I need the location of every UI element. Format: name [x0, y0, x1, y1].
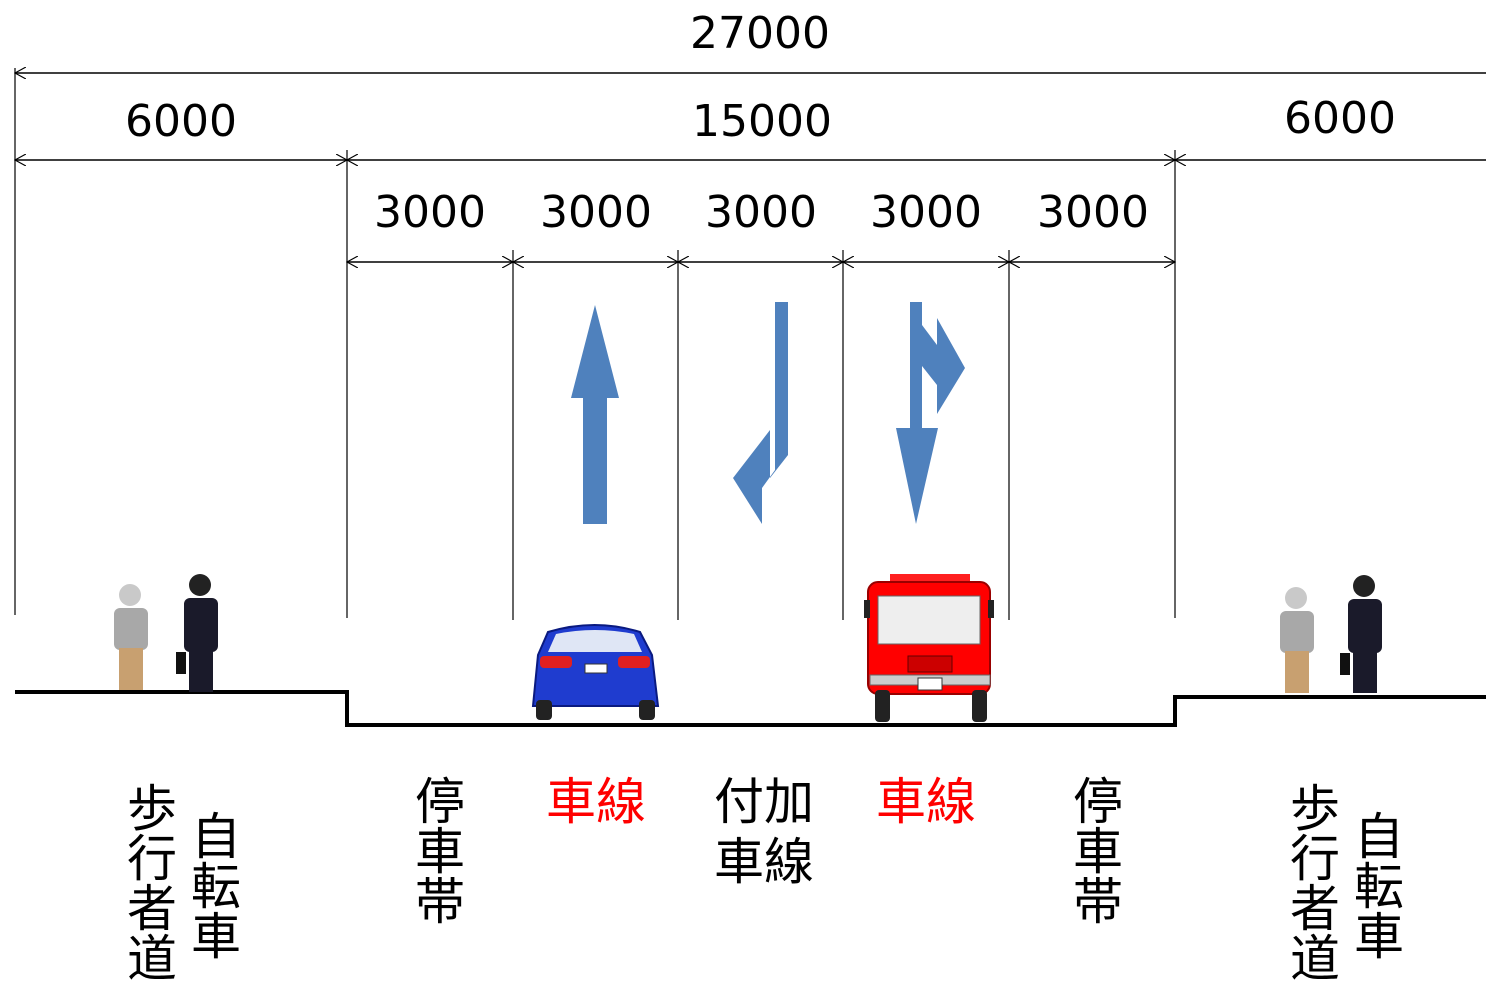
arrow-straight: [571, 305, 619, 524]
lane-label: 付加車線: [714, 773, 814, 891]
lane-width: 3000: [540, 187, 652, 238]
arrow-left-turn: [733, 302, 788, 524]
pedestrians-right: [1280, 575, 1382, 693]
lane-width: 3000: [374, 187, 486, 238]
fire-truck: [864, 574, 994, 722]
lane-width: 3000: [705, 187, 817, 238]
pedestrian-label: 歩行者道: [1282, 782, 1340, 982]
car: [531, 624, 660, 720]
road-profile: [15, 690, 1486, 727]
section-width: 6000: [125, 96, 237, 147]
lane-arrows: [571, 302, 965, 524]
lane-label: 車線: [876, 773, 976, 831]
section-width: 6000: [1284, 93, 1396, 144]
lane-label: 車線: [546, 773, 646, 831]
arrow-straight-right: [896, 302, 965, 524]
lane-width: 3000: [1037, 187, 1149, 238]
section-width: 15000: [692, 96, 832, 147]
lane-label: 停車帯: [407, 775, 465, 925]
bicycle-label: 自転車: [1346, 810, 1404, 960]
bicycle-label: 自転車: [183, 810, 241, 960]
lane-label: 停車帯: [1065, 775, 1123, 925]
lane-width: 3000: [870, 187, 982, 238]
pedestrians-left: [114, 574, 218, 692]
pedestrian-label: 歩行者道: [119, 782, 177, 982]
dimension-lines: [15, 73, 1486, 262]
extension-lines: [14, 68, 1176, 620]
total-width: 27000: [690, 8, 830, 59]
